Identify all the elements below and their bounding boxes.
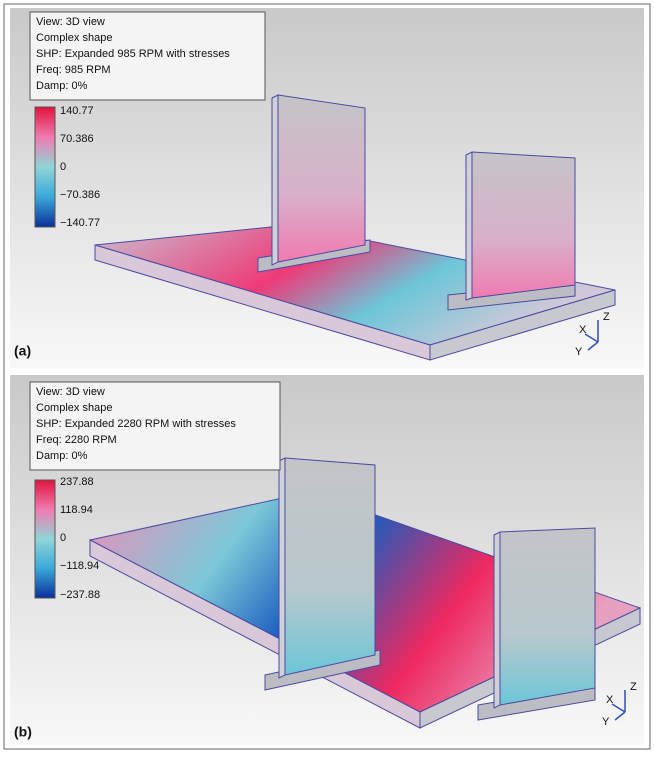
panel-a: View: 3D view Complex shape SHP: Expande… — [10, 8, 644, 368]
wall — [472, 152, 575, 298]
axis-letter: Z — [630, 681, 637, 693]
colorbar-label: 237.88 — [60, 476, 94, 488]
info-line: Freq: 2280 RPM — [36, 434, 117, 446]
colorbar-label: −118.94 — [60, 560, 99, 572]
wall-side — [494, 532, 500, 708]
panel-b: View: 3D view Complex shape SHP: Expande… — [10, 375, 644, 745]
panel-label: (a) — [14, 343, 31, 359]
colorbar-label: −140.77 — [60, 217, 100, 229]
info-line: Damp: 0% — [36, 80, 88, 92]
panel-label: (b) — [14, 724, 32, 740]
info-line: Damp: 0% — [36, 450, 88, 462]
info-line: Complex shape — [36, 402, 112, 414]
info-line: Freq: 985 RPM — [36, 64, 111, 76]
colorbar-label: 0 — [60, 161, 66, 173]
colorbar-label: 70.386 — [60, 133, 94, 145]
colorbar-label: 118.94 — [60, 504, 93, 516]
colorbar-label: −70.386 — [60, 189, 100, 201]
wall — [285, 458, 375, 675]
info-line: View: 3D view — [36, 16, 105, 28]
axis-letter: Z — [603, 311, 610, 323]
wall — [278, 95, 365, 262]
colorbar-label: 140.77 — [60, 105, 94, 117]
wall — [500, 528, 595, 705]
axis-letter: X — [579, 324, 587, 336]
axis-letter: Y — [575, 346, 583, 358]
wall-side — [279, 458, 285, 678]
info-line: SHP: Expanded 2280 RPM with stresses — [36, 418, 236, 430]
wall-side — [272, 95, 278, 265]
figure: View: 3D view Complex shape SHP: Expande… — [0, 0, 654, 753]
axis-letter: X — [606, 694, 614, 706]
colorbar-label: −237.88 — [60, 589, 100, 601]
colorbar-label: 0 — [60, 532, 66, 544]
wall-side — [466, 152, 472, 300]
colorbar — [35, 107, 55, 227]
info-line: SHP: Expanded 985 RPM with stresses — [36, 48, 230, 60]
axis-letter: Y — [602, 716, 610, 728]
info-line: View: 3D view — [36, 386, 105, 398]
info-line: Complex shape — [36, 32, 112, 44]
colorbar — [35, 480, 55, 598]
